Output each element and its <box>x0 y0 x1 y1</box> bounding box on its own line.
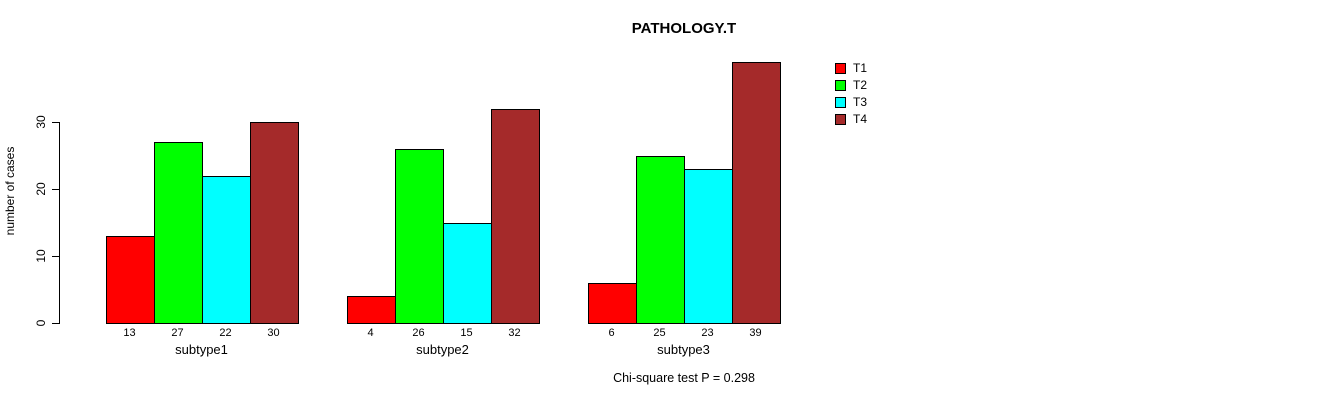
chi-square-note: Chi-square test P = 0.298 <box>613 371 755 385</box>
bar-T1-subtype1 <box>105 235 155 324</box>
bar-value-label: 30 <box>267 327 280 339</box>
y-axis-tick-label: 20 <box>34 182 48 196</box>
bar-T3-subtype2 <box>442 222 492 324</box>
bar-value-label: 13 <box>123 327 136 339</box>
legend-label: T3 <box>853 95 868 109</box>
bar-T4-subtype3 <box>731 61 781 324</box>
chart-title: PATHOLOGY.T <box>631 20 737 37</box>
y-axis-tick-mark <box>52 122 59 123</box>
bar-value-label: 4 <box>367 327 374 339</box>
legend-swatch-T1 <box>835 62 846 74</box>
y-axis-tick-mark <box>52 256 59 257</box>
legend-item-T2: T2 <box>835 78 867 92</box>
bar-value-label: 22 <box>219 327 232 339</box>
bar-value-label: 25 <box>653 327 666 339</box>
legend-label: T4 <box>853 112 868 126</box>
bar-T2-subtype3 <box>635 155 685 324</box>
legend-swatch-T3 <box>835 96 846 108</box>
category-label-subtype2: subtype2 <box>416 342 469 357</box>
y-axis-tick-mark <box>52 189 59 190</box>
y-axis-tick-label: 30 <box>34 115 48 129</box>
bar-T2-subtype2 <box>394 148 444 324</box>
bar-T1-subtype3 <box>587 282 637 324</box>
category-label-subtype1: subtype1 <box>175 342 228 357</box>
bar-value-label: 27 <box>171 327 184 339</box>
bar-value-label: 39 <box>749 327 762 339</box>
bar-value-label: 26 <box>412 327 425 339</box>
bar-T1-subtype2 <box>346 296 396 324</box>
category-label-subtype3: subtype3 <box>657 342 710 357</box>
bar-T3-subtype1 <box>201 175 251 324</box>
legend-label: T2 <box>853 78 868 92</box>
legend: T1 T2 T3 T4 <box>835 61 867 129</box>
bar-T4-subtype1 <box>249 122 299 324</box>
bar-value-label: 6 <box>608 327 615 339</box>
legend-label: T1 <box>853 61 868 75</box>
y-axis-line <box>59 122 60 324</box>
bar-value-label: 23 <box>701 327 714 339</box>
bar-value-label: 15 <box>460 327 473 339</box>
y-axis-tick-label: 10 <box>34 249 48 263</box>
bar-T3-subtype3 <box>683 168 733 324</box>
y-axis-tick-mark <box>52 323 59 324</box>
legend-item-T3: T3 <box>835 95 867 109</box>
y-axis-tick-label: 0 <box>34 319 48 327</box>
legend-item-T1: T1 <box>835 61 867 75</box>
legend-swatch-T2 <box>835 79 846 91</box>
y-axis-label: number of cases <box>3 146 17 236</box>
legend-swatch-T4 <box>835 113 846 125</box>
bar-T4-subtype2 <box>490 108 540 324</box>
bar-T2-subtype1 <box>153 142 203 324</box>
legend-item-T4: T4 <box>835 112 867 126</box>
bar-value-label: 32 <box>508 327 521 339</box>
